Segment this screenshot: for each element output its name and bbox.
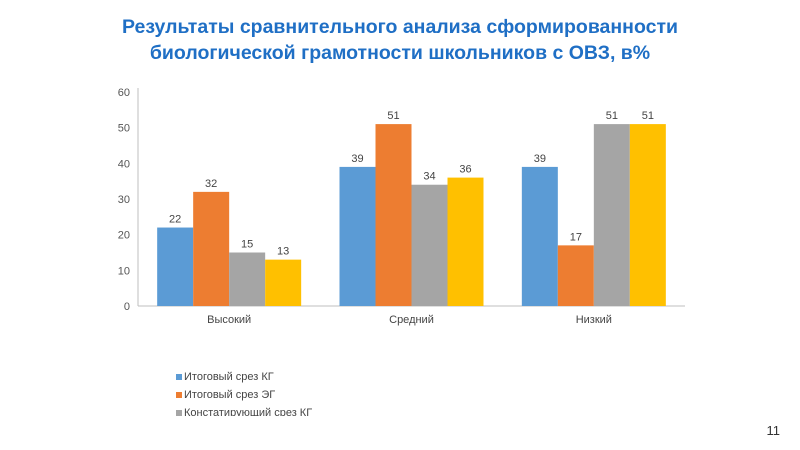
data-label: 34: [423, 171, 435, 183]
data-label: 51: [642, 110, 654, 122]
legend-swatch: [176, 392, 182, 398]
bar: [521, 166, 558, 306]
y-tick-label: 30: [118, 194, 130, 206]
data-label: 36: [459, 164, 471, 176]
bar: [339, 166, 376, 306]
bar: [411, 184, 448, 306]
legend-label: Итоговый срез КГ: [184, 371, 274, 383]
data-label: 32: [205, 178, 217, 190]
data-label: 51: [606, 110, 618, 122]
x-tick-label: Низкий: [576, 314, 612, 326]
page-number: 11: [766, 423, 781, 438]
data-label: 51: [387, 110, 399, 122]
y-tick-label: 40: [118, 158, 130, 170]
y-tick-label: 60: [118, 87, 130, 99]
bar: [193, 191, 230, 306]
legend-swatch: [176, 374, 182, 380]
legend-label: Констатирующий срез КГ: [184, 407, 313, 416]
y-tick-label: 10: [118, 265, 130, 277]
data-label: 39: [534, 153, 546, 165]
legend-item: Итоговый срез ЭГ: [176, 386, 312, 404]
x-tick-label: Средний: [389, 314, 434, 326]
data-label: 39: [351, 153, 363, 165]
bar: [629, 124, 666, 306]
legend-item: Итоговый срез КГ: [176, 368, 312, 386]
chart-legend: Итоговый срез КГ Итоговый срез ЭГ Констати…: [176, 368, 312, 416]
legend-label: Итоговый срез ЭГ: [184, 389, 276, 401]
data-label: 13: [277, 246, 289, 258]
bar: [229, 252, 266, 306]
data-label: 15: [241, 239, 253, 251]
bar: [265, 259, 302, 306]
title-line-2: биологической грамотности школьников с О…: [149, 42, 651, 64]
y-tick-label: 0: [124, 301, 130, 313]
data-label: 22: [169, 214, 181, 226]
bar: [557, 245, 594, 306]
legend-item: Констатирующий срез КГ: [176, 404, 312, 416]
bar: [447, 177, 484, 306]
y-tick-label: 50: [118, 123, 130, 135]
data-label: 17: [570, 231, 582, 243]
bar: [157, 227, 194, 306]
slide-title: Результаты сравнительного анализа сформи…: [0, 14, 800, 66]
x-tick-label: Высокий: [207, 314, 251, 326]
bar: [375, 124, 412, 306]
title-line-1: Результаты сравнительного анализа сформи…: [121, 16, 678, 38]
legend-swatch: [176, 410, 182, 416]
y-tick-label: 20: [118, 230, 130, 242]
bar: [593, 124, 630, 306]
